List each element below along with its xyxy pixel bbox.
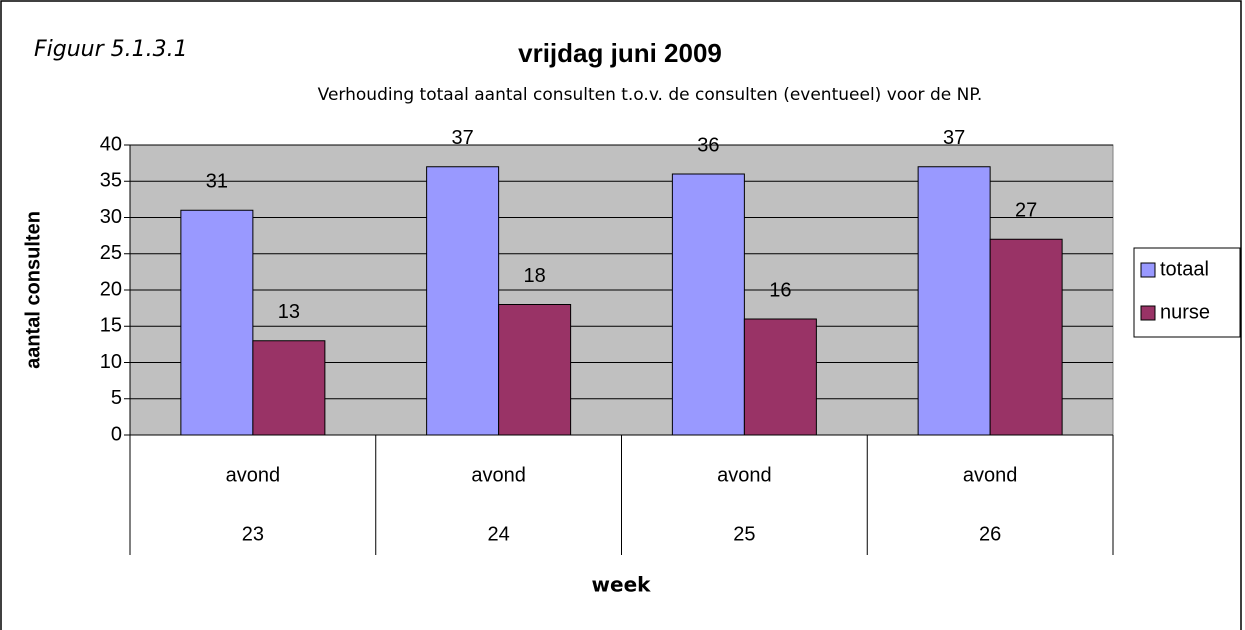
x-tick-label: avond [963, 464, 1018, 486]
x-group-label: 24 [488, 523, 510, 545]
figure-number: Figuur 5.1.3.1 [34, 37, 188, 62]
data-label: 37 [452, 127, 474, 149]
y-tick-label: 40 [100, 133, 122, 155]
y-tick-label: 20 [100, 278, 122, 300]
y-tick-label: 30 [100, 206, 122, 228]
bar [989, 238, 1063, 436]
bar [743, 318, 817, 436]
x-tick-label: avond [717, 464, 772, 486]
legend-label: totaal [1160, 258, 1209, 280]
y-axis-title: aantal consulten [22, 211, 44, 369]
y-tick-label: 5 [111, 387, 122, 409]
legend-label: nurse [1160, 301, 1210, 323]
bar [671, 173, 745, 436]
x-group-label: 23 [242, 523, 264, 545]
y-tick-label: 25 [100, 242, 122, 264]
legend-swatch [1140, 262, 1156, 278]
data-label: 18 [524, 265, 546, 287]
chart-subtitle: Verhouding totaal aantal consulten t.o.v… [318, 85, 983, 105]
bar [180, 209, 254, 436]
bar [498, 304, 572, 436]
y-tick-label: 15 [100, 315, 122, 337]
y-tick-label: 10 [100, 351, 122, 373]
bar [252, 340, 326, 436]
data-label: 37 [943, 127, 965, 149]
data-label: 31 [206, 171, 228, 193]
bar [426, 166, 500, 436]
x-group-label: 25 [733, 523, 755, 545]
x-tick-label: avond [471, 464, 526, 486]
chart-title: vrijdag juni 2009 [518, 38, 722, 68]
x-axis-title: week [592, 573, 652, 597]
x-group-label: 26 [979, 523, 1001, 545]
data-label: 16 [769, 279, 791, 301]
legend-swatch [1140, 305, 1156, 321]
bar [917, 166, 991, 436]
data-label: 27 [1015, 200, 1037, 222]
x-tick-label: avond [226, 464, 281, 486]
data-label: 13 [278, 301, 300, 323]
data-label: 36 [697, 134, 719, 156]
y-tick-label: 35 [100, 170, 122, 192]
y-tick-label: 0 [111, 423, 122, 445]
